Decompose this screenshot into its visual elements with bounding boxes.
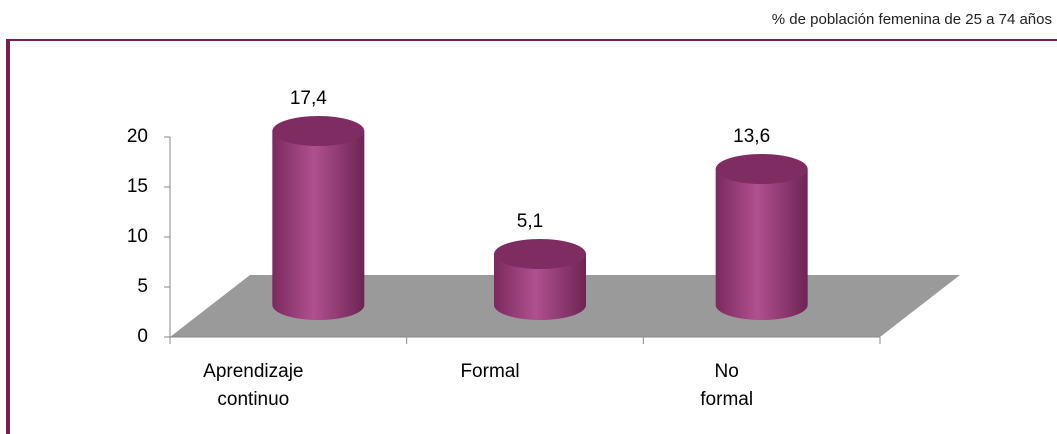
bar: [272, 116, 365, 320]
x-tick-label: Aprendizaje continuo: [203, 361, 303, 410]
x-tick-label-line: formal: [700, 389, 753, 410]
bar-top: [272, 116, 365, 146]
bar-body: [494, 254, 586, 320]
value-label: 17,4: [290, 88, 327, 109]
x-tick-label-line: continuo: [217, 389, 289, 410]
value-label: 13,6: [733, 126, 770, 147]
bar-top: [715, 154, 808, 184]
y-tick-label: 0: [137, 326, 148, 347]
value-label: 5,1: [517, 211, 543, 232]
x-tick-label-line: Aprendizaje: [203, 361, 303, 382]
subtitle: % de población femenina de 25 a 74 años: [772, 11, 1052, 28]
y-tick-label: 15: [127, 176, 148, 197]
y-tick-label: 20: [127, 126, 148, 147]
x-tick-label: Formal: [460, 361, 519, 382]
bar: [715, 154, 808, 320]
x-tick-label-line: No: [715, 361, 739, 382]
y-tick-label: 5: [137, 276, 148, 297]
y-tick-label: 10: [127, 226, 148, 247]
x-tick-label: No formal: [700, 361, 753, 410]
bar-body: [715, 169, 808, 320]
bar-top: [494, 239, 586, 269]
bar-body: [272, 131, 365, 320]
bar: [494, 239, 586, 320]
